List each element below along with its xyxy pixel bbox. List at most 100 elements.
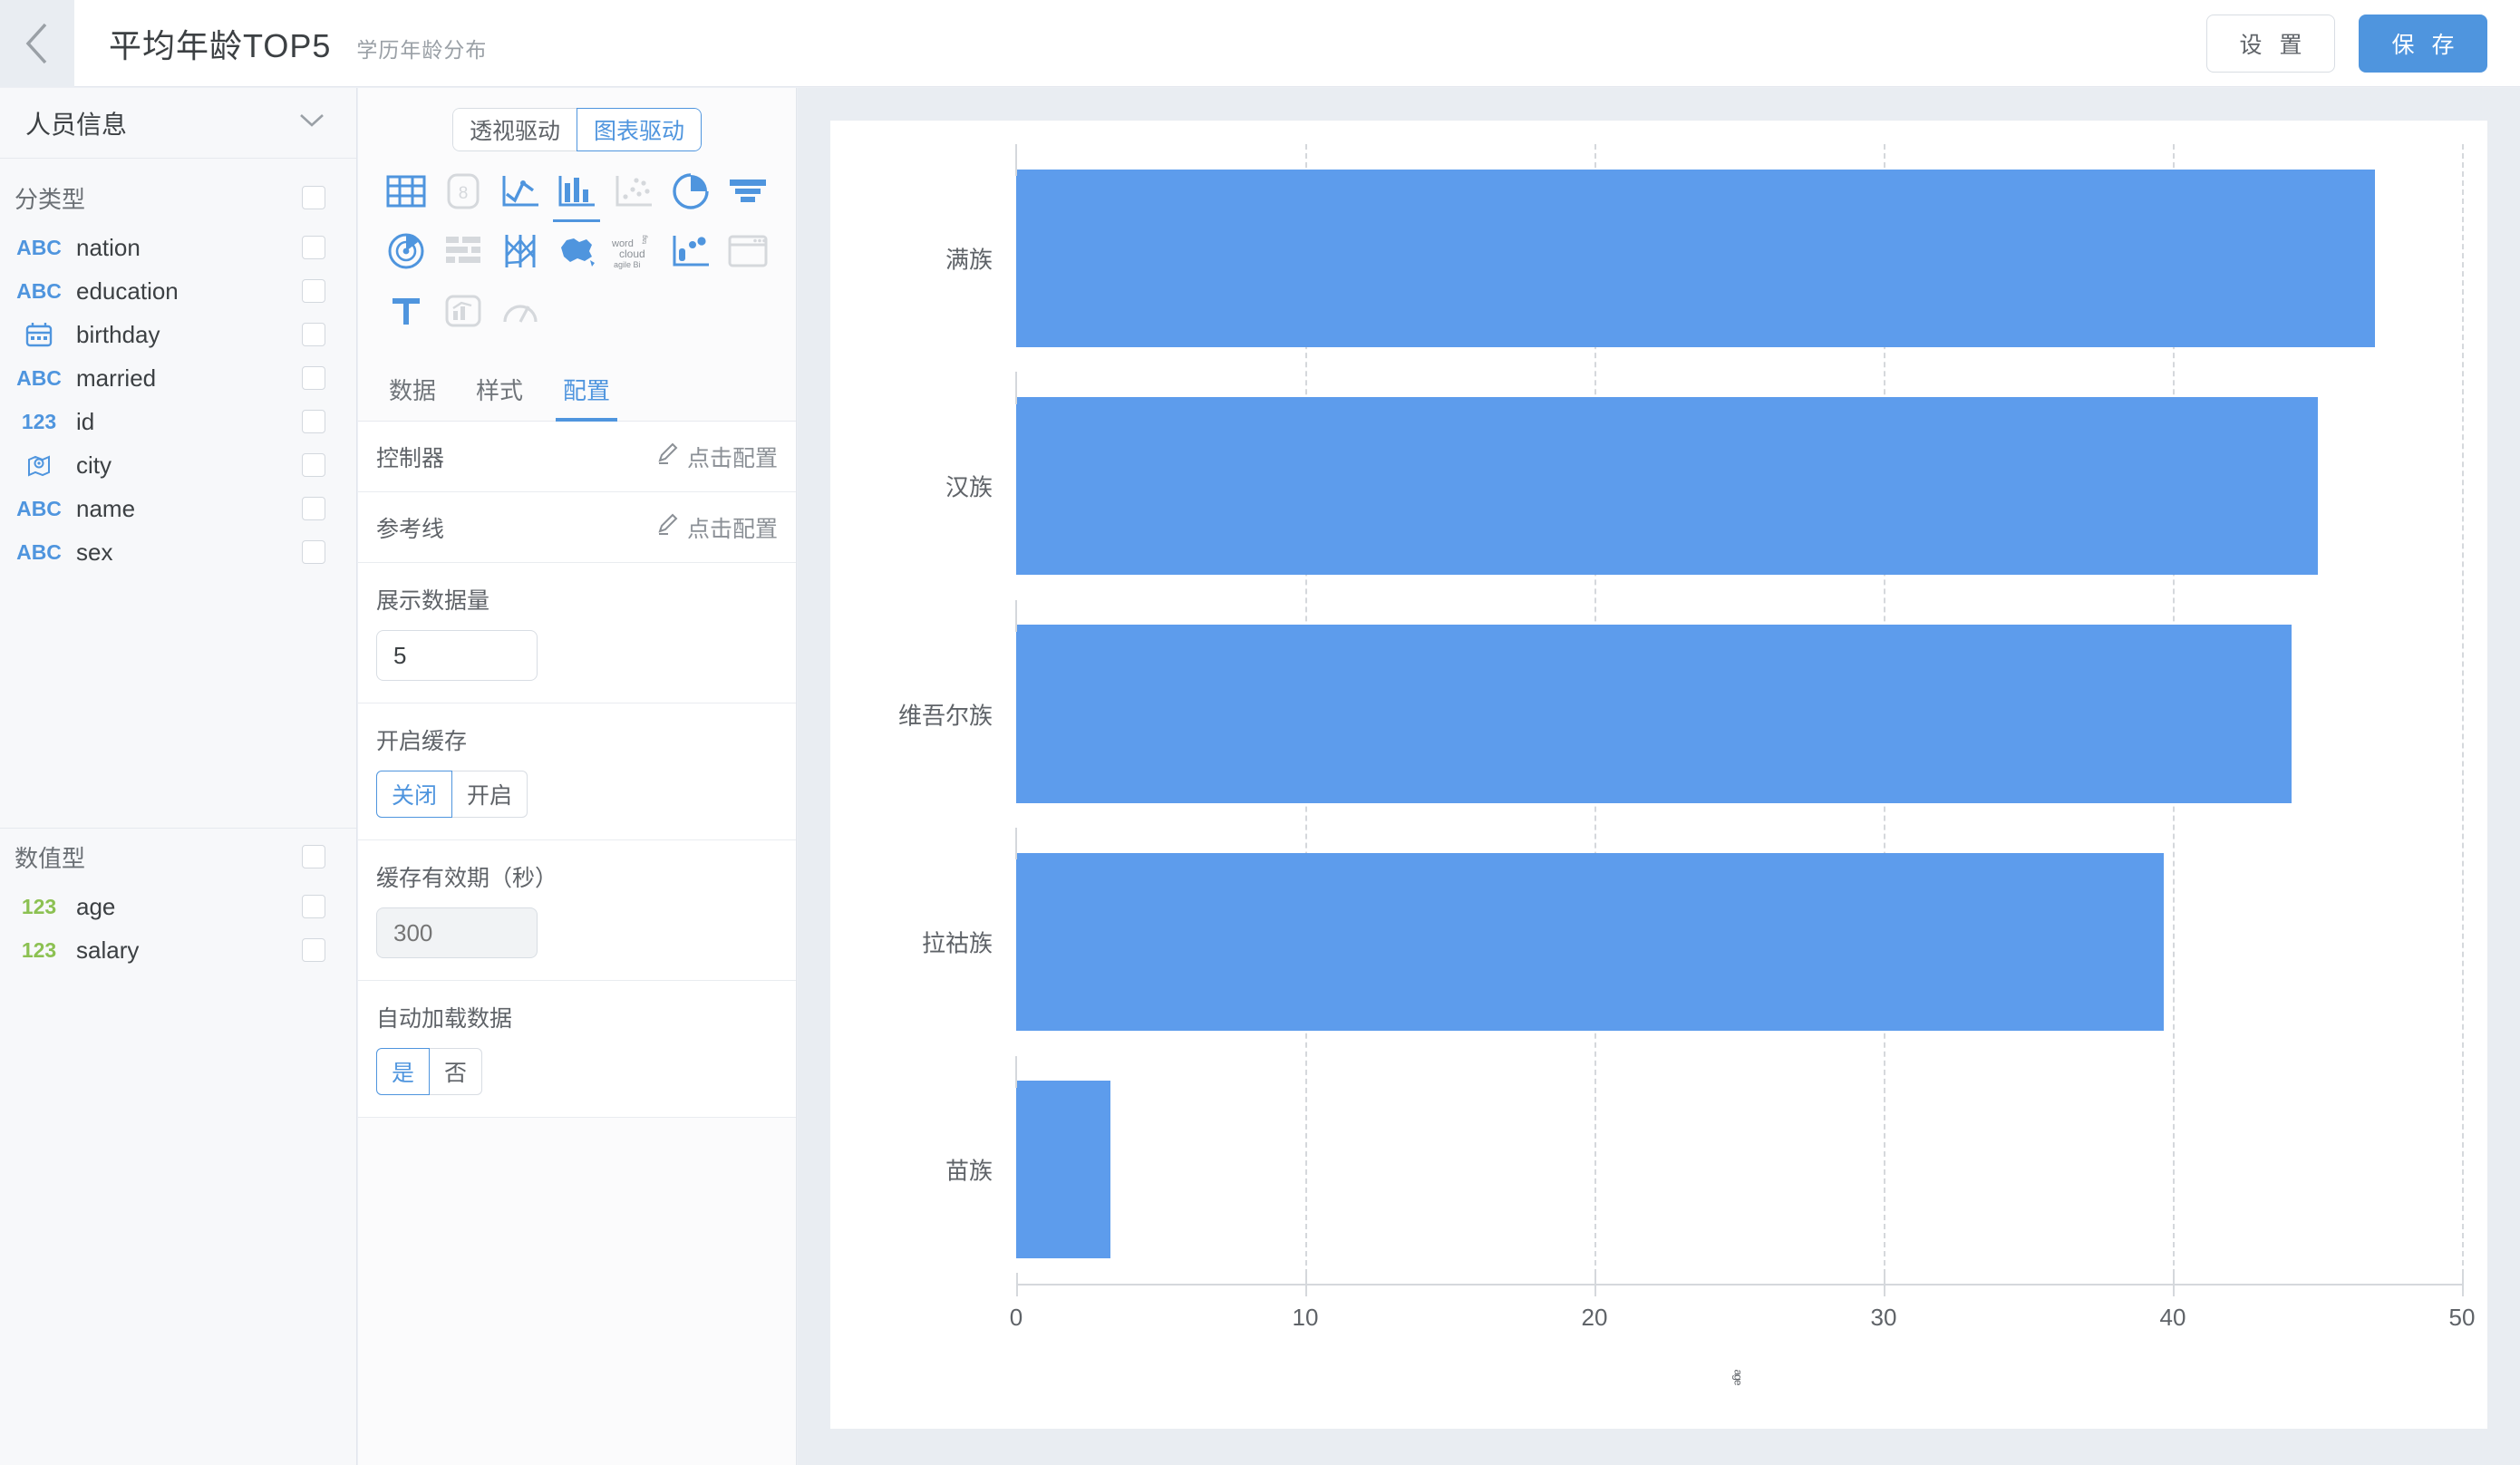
parallel-icon[interactable] bbox=[495, 226, 546, 277]
header-title-group: 平均年龄TOP5 学历年龄分布 bbox=[74, 20, 487, 67]
field-label: nation bbox=[76, 233, 141, 261]
x-axis-tick-label: 50 bbox=[2448, 1304, 2476, 1331]
x-axis-tick-label: 0 bbox=[1009, 1304, 1023, 1331]
field-checkbox[interactable] bbox=[302, 540, 325, 564]
radar-icon[interactable] bbox=[381, 226, 431, 277]
funnel-icon[interactable] bbox=[722, 166, 773, 217]
field-row-sex[interactable]: ABC sex bbox=[0, 530, 356, 574]
svg-text:tag: tag bbox=[642, 235, 648, 244]
field-row-nation[interactable]: ABC nation bbox=[0, 226, 356, 269]
field-label: married bbox=[76, 364, 157, 392]
enable-cache-on-option[interactable]: 开启 bbox=[452, 771, 528, 818]
text-icon[interactable] bbox=[381, 286, 431, 336]
bar[interactable] bbox=[1016, 1081, 1110, 1259]
field-row-id[interactable]: 123 id bbox=[0, 400, 356, 443]
settings-button[interactable]: 设 置 bbox=[2206, 14, 2335, 73]
abc-icon: ABC bbox=[16, 365, 62, 390]
image-icon[interactable] bbox=[438, 286, 489, 336]
category-label: 满族 bbox=[945, 246, 993, 274]
display-count-input[interactable] bbox=[376, 630, 538, 681]
x-axis-tick bbox=[1305, 1273, 1307, 1296]
measure-group-title: 数值型 bbox=[15, 844, 86, 872]
group-divider bbox=[0, 828, 356, 829]
field-label: sex bbox=[76, 538, 113, 566]
table-icon[interactable] bbox=[381, 166, 431, 217]
calendar-icon bbox=[15, 322, 63, 347]
auto-load-yes-option[interactable]: 是 bbox=[376, 1048, 431, 1095]
segment-pivot-drive[interactable]: 透视驱动 bbox=[451, 108, 577, 151]
chevron-down-icon[interactable] bbox=[298, 112, 325, 133]
enable-cache-block: 开启缓存 关闭 开启 bbox=[358, 703, 796, 840]
field-row-married[interactable]: ABC married bbox=[0, 356, 356, 400]
auto-load-no-option[interactable]: 否 bbox=[430, 1048, 483, 1095]
gauge-icon[interactable] bbox=[495, 286, 546, 336]
svg-text:cloud: cloud bbox=[619, 247, 645, 260]
dataset-selector[interactable]: 人员信息 bbox=[0, 88, 356, 159]
field-row-name[interactable]: ABC name bbox=[0, 487, 356, 530]
location-icon bbox=[15, 452, 63, 478]
field-checkbox[interactable] bbox=[302, 236, 325, 259]
auto-load-toggle: 是 否 bbox=[376, 1048, 778, 1095]
field-checkbox[interactable] bbox=[302, 497, 325, 520]
segment-chart-drive[interactable]: 图表驱动 bbox=[577, 108, 703, 151]
save-button[interactable]: 保 存 bbox=[2359, 14, 2487, 73]
controller-configure-button[interactable]: 点击配置 bbox=[656, 441, 778, 473]
map-icon[interactable] bbox=[551, 226, 602, 277]
app-header: 平均年龄TOP5 学历年龄分布 设 置 保 存 bbox=[0, 0, 2520, 87]
word-cloud-icon[interactable]: word tag cloud agile Bi bbox=[608, 226, 659, 277]
field-row-city[interactable]: city bbox=[0, 443, 356, 487]
gantt-icon[interactable] bbox=[438, 226, 489, 277]
bar[interactable] bbox=[1016, 852, 2165, 1031]
field-row-age[interactable]: 123 age bbox=[0, 885, 356, 928]
measure-group-checkbox[interactable] bbox=[302, 845, 325, 868]
bar[interactable] bbox=[1016, 169, 2376, 347]
abc-icon: ABC bbox=[16, 278, 62, 303]
scatter-icon[interactable] bbox=[608, 166, 659, 217]
field-checkbox[interactable] bbox=[302, 453, 325, 477]
chart-card[interactable]: 满族 汉族 维吾尔族 拉祜族 苗族 0 10 20 30 40 50 age bbox=[830, 121, 2487, 1429]
enable-cache-toggle: 关闭 开启 bbox=[376, 771, 778, 818]
tab-config[interactable]: 配置 bbox=[543, 358, 630, 422]
tab-style[interactable]: 样式 bbox=[476, 377, 524, 404]
field-checkbox[interactable] bbox=[302, 323, 325, 346]
field-label: name bbox=[76, 494, 136, 522]
controller-label: 控制器 bbox=[376, 445, 445, 471]
cache-ttl-input[interactable] bbox=[376, 907, 538, 958]
category-tick bbox=[1015, 1055, 1017, 1088]
field-row-education[interactable]: ABC education bbox=[0, 269, 356, 313]
field-row-salary[interactable]: 123 salary bbox=[0, 928, 356, 972]
tab-data[interactable]: 数据 bbox=[389, 377, 437, 404]
x-axis-tick-label: 20 bbox=[1581, 1304, 1608, 1331]
chart-config-panel: 透视驱动 图表驱动 8 bbox=[358, 88, 797, 1465]
page-title: 平均年龄TOP5 bbox=[109, 26, 332, 64]
back-button[interactable] bbox=[0, 0, 74, 87]
bubble-icon[interactable] bbox=[665, 226, 716, 277]
x-axis-line bbox=[1016, 1284, 2462, 1286]
dimension-group-checkbox[interactable] bbox=[302, 186, 325, 209]
pie-chart-icon[interactable] bbox=[665, 166, 716, 217]
reference-line-configure-button[interactable]: 点击配置 bbox=[656, 511, 778, 544]
field-label: education bbox=[76, 277, 179, 305]
iframe-icon[interactable] bbox=[722, 226, 773, 277]
bar[interactable] bbox=[1016, 397, 2318, 576]
field-checkbox[interactable] bbox=[302, 938, 325, 962]
category-tick bbox=[1015, 599, 1017, 632]
field-checkbox[interactable] bbox=[302, 895, 325, 918]
controller-action-label: 点击配置 bbox=[686, 445, 778, 471]
x-axis-tick-label: 40 bbox=[2159, 1304, 2186, 1331]
abc-icon: ABC bbox=[16, 539, 62, 564]
bar-chart-icon[interactable] bbox=[551, 166, 602, 222]
field-row-birthday[interactable]: birthday bbox=[0, 313, 356, 356]
bar[interactable] bbox=[1016, 625, 2292, 803]
field-checkbox[interactable] bbox=[302, 410, 325, 433]
auto-load-label: 自动加载数据 bbox=[376, 1006, 513, 1032]
field-checkbox[interactable] bbox=[302, 279, 325, 303]
reference-line-row: 参考线 点击配置 bbox=[358, 492, 796, 563]
field-label: city bbox=[76, 451, 111, 479]
number-icon[interactable]: 8 bbox=[438, 166, 489, 217]
line-chart-icon[interactable] bbox=[495, 166, 546, 217]
field-checkbox[interactable] bbox=[302, 366, 325, 390]
svg-text:word: word bbox=[611, 238, 634, 249]
category-label: 拉祜族 bbox=[921, 929, 993, 957]
enable-cache-off-option[interactable]: 关闭 bbox=[376, 771, 453, 818]
